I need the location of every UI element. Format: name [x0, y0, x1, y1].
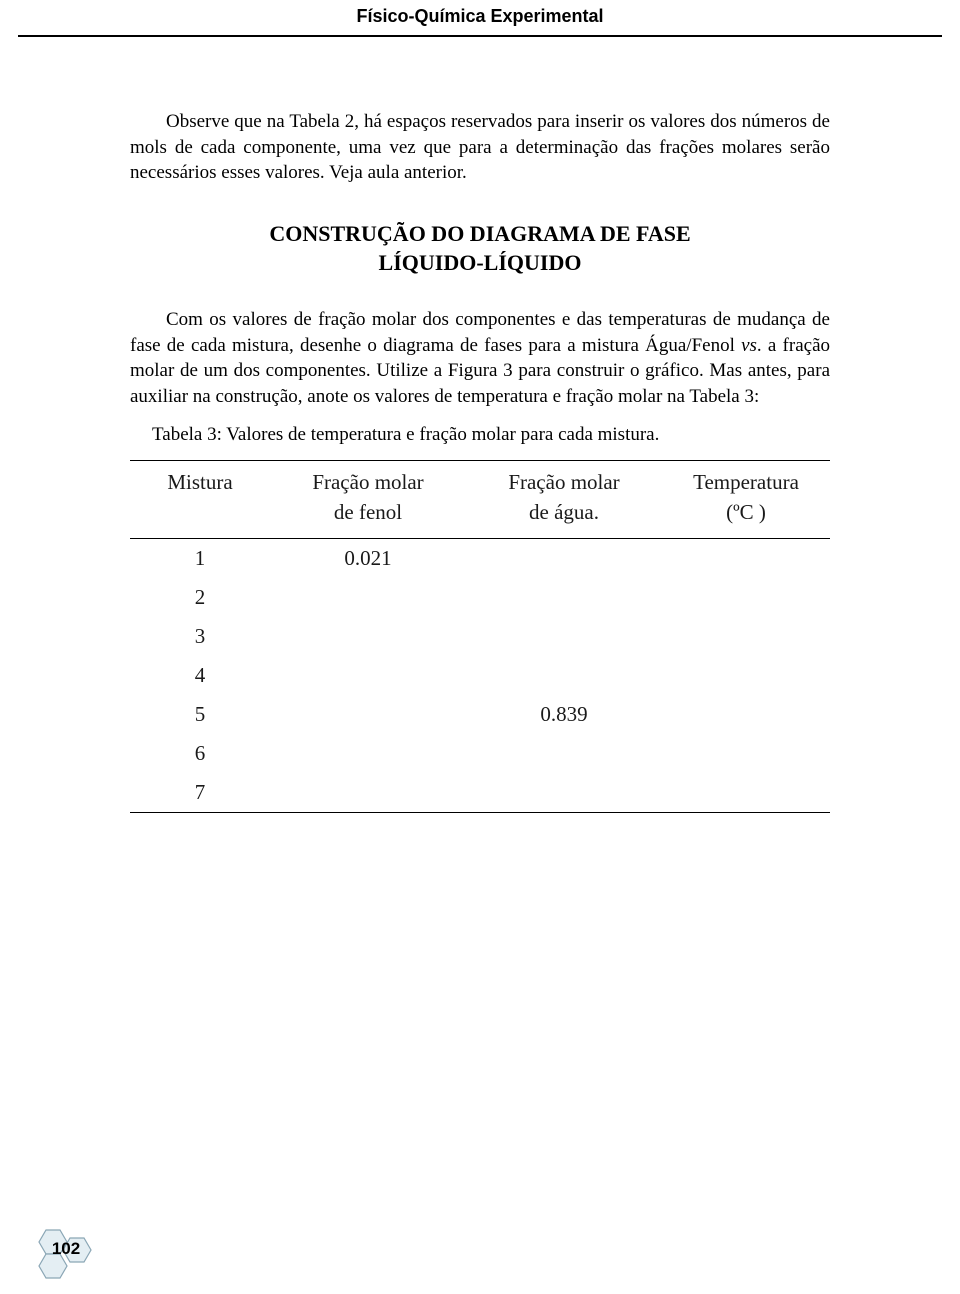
page-content: Observe que na Tabela 2, há espaços rese… — [130, 109, 830, 813]
col-header-fenol-l1: Fração molar — [312, 470, 423, 494]
paragraph-instructions: Com os valores de fração molar dos compo… — [130, 307, 830, 410]
cell-agua: 0.839 — [466, 695, 662, 734]
cell-agua — [466, 656, 662, 695]
cell-temp — [662, 656, 830, 695]
col-header-temp: Temperatura (ºC ) — [662, 460, 830, 538]
cell-agua — [466, 617, 662, 656]
cell-temp — [662, 734, 830, 773]
col-header-mistura: Mistura — [130, 460, 270, 538]
col-header-agua-l1: Fração molar — [508, 470, 619, 494]
col-header-agua: Fração molar de água. — [466, 460, 662, 538]
cell-fenol — [270, 773, 466, 813]
col-header-mistura-l1: Mistura — [167, 470, 232, 494]
cell-agua — [466, 773, 662, 813]
cell-mistura: 5 — [130, 695, 270, 734]
header-rule — [18, 35, 942, 37]
header-title: Físico-Química Experimental — [0, 6, 960, 27]
table-body: 1 0.021 2 3 4 — [130, 538, 830, 812]
cell-agua — [466, 578, 662, 617]
table-head: Mistura Fração molar de fenol Fração mol… — [130, 460, 830, 538]
section-title-line1: CONSTRUÇÃO DO DIAGRAMA DE FASE — [269, 221, 690, 246]
page-number: 102 — [24, 1224, 108, 1280]
section-title: CONSTRUÇÃO DO DIAGRAMA DE FASE LÍQUIDO-L… — [130, 220, 830, 277]
col-header-temp-l2: (ºC ) — [726, 500, 766, 524]
page-number-badge: 102 — [24, 1224, 108, 1280]
cell-temp — [662, 538, 830, 578]
cell-mistura: 1 — [130, 538, 270, 578]
table-row: 7 — [130, 773, 830, 813]
para2-vs: vs — [741, 335, 757, 356]
table-row: 6 — [130, 734, 830, 773]
col-header-temp-l1: Temperatura — [693, 470, 799, 494]
cell-temp — [662, 617, 830, 656]
table-row: 5 0.839 — [130, 695, 830, 734]
cell-fenol — [270, 734, 466, 773]
cell-temp — [662, 578, 830, 617]
cell-mistura: 2 — [130, 578, 270, 617]
cell-fenol: 0.021 — [270, 538, 466, 578]
cell-mistura: 3 — [130, 617, 270, 656]
table-row: 1 0.021 — [130, 538, 830, 578]
cell-mistura: 4 — [130, 656, 270, 695]
cell-mistura: 7 — [130, 773, 270, 813]
cell-fenol — [270, 656, 466, 695]
cell-fenol — [270, 695, 466, 734]
table-row: 3 — [130, 617, 830, 656]
paragraph-intro: Observe que na Tabela 2, há espaços rese… — [130, 109, 830, 186]
table-row: 2 — [130, 578, 830, 617]
data-table: Mistura Fração molar de fenol Fração mol… — [130, 460, 830, 813]
col-header-fenol-l2: de fenol — [334, 500, 402, 524]
cell-agua — [466, 734, 662, 773]
cell-agua — [466, 538, 662, 578]
cell-fenol — [270, 578, 466, 617]
cell-temp — [662, 695, 830, 734]
para2-part1: Com os valores de fração molar dos compo… — [130, 309, 830, 356]
col-header-agua-l2: de água. — [529, 500, 599, 524]
table-header-row: Mistura Fração molar de fenol Fração mol… — [130, 460, 830, 538]
table-row: 4 — [130, 656, 830, 695]
table-caption: Tabela 3: Valores de temperatura e fraçã… — [152, 424, 830, 446]
cell-fenol — [270, 617, 466, 656]
cell-mistura: 6 — [130, 734, 270, 773]
col-header-fenol: Fração molar de fenol — [270, 460, 466, 538]
section-title-line2: LÍQUIDO-LÍQUIDO — [379, 250, 582, 275]
cell-temp — [662, 773, 830, 813]
page-header: Físico-Química Experimental — [0, 0, 960, 37]
